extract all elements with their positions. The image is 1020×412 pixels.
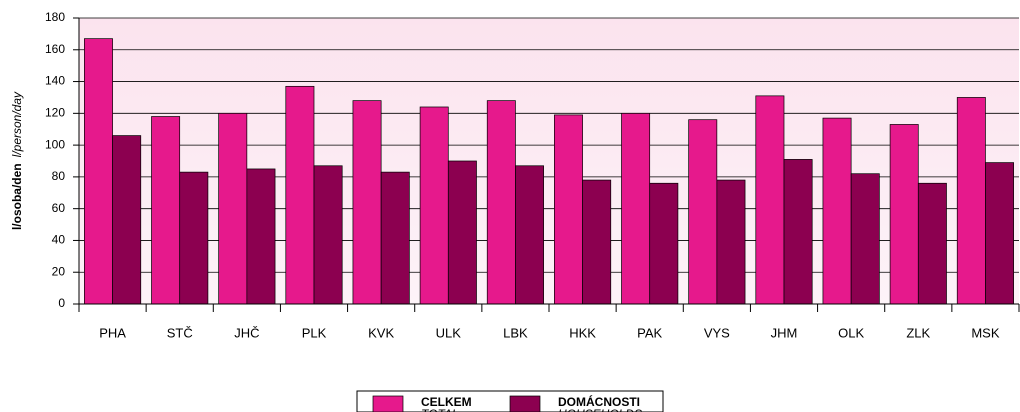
x-tick-label: HKK [569, 325, 596, 340]
y-tick-label: 140 [45, 74, 65, 88]
legend-swatch [509, 395, 541, 412]
x-tick-label: JHČ [234, 325, 259, 340]
bar [515, 165, 544, 305]
y-tick-label: 180 [45, 10, 65, 24]
x-tick-label: JHM [771, 325, 798, 340]
bar [447, 160, 477, 305]
x-tick-label: PLK [302, 325, 327, 340]
bar [985, 162, 1014, 305]
legend-label-en: TOTAL [421, 407, 459, 412]
x-tick-label: VYS [704, 325, 730, 340]
bar [917, 182, 947, 305]
bar [755, 95, 785, 305]
y-label: l/osoba/den [10, 163, 24, 230]
y-tick-label: 100 [45, 137, 65, 151]
bar [419, 106, 449, 305]
y-tick-label: 120 [45, 106, 65, 120]
y-tick-label: 20 [52, 264, 66, 278]
bar [313, 165, 343, 305]
bar [822, 117, 852, 305]
bar [554, 114, 583, 305]
bar [850, 173, 880, 305]
y-tick-label: 60 [52, 201, 66, 215]
bar [151, 116, 181, 305]
bar [179, 171, 209, 305]
y-tick-label: 80 [52, 169, 66, 183]
y-label-en: l/person/day [10, 91, 24, 157]
y-axis-label: l/osoba/den l/person/day [10, 91, 24, 230]
bar [246, 168, 276, 305]
bar [84, 38, 113, 305]
bar [112, 135, 142, 305]
bar [716, 179, 746, 305]
bar [889, 124, 919, 305]
legend-label: CELKEM [421, 395, 472, 409]
legend-swatch [372, 395, 404, 412]
bar [688, 119, 718, 305]
bar [621, 112, 651, 305]
y-tick-label: 160 [45, 42, 65, 56]
x-tick-label: STČ [167, 325, 193, 340]
x-tick-label: ULK [436, 325, 462, 340]
x-tick-label: PHA [99, 325, 126, 340]
y-tick-label: 0 [58, 296, 65, 310]
x-tick-label: LBK [503, 325, 528, 340]
bar [486, 100, 516, 305]
y-tick-label: 40 [52, 233, 66, 247]
bar [380, 171, 410, 305]
bar [285, 85, 315, 305]
legend-label: DOMÁCNOSTI [558, 394, 640, 409]
bar [582, 179, 612, 305]
x-tick-label: PAK [637, 325, 662, 340]
bar [649, 182, 679, 305]
x-tick-label: OLK [838, 325, 864, 340]
bar [352, 100, 382, 305]
legend-label-en: HOUSEHOLDS [558, 407, 642, 412]
bar [783, 159, 813, 305]
x-tick-label: KVK [368, 325, 394, 340]
bar [956, 97, 986, 305]
x-tick-label: MSK [971, 325, 1000, 340]
x-tick-label: ZLK [906, 325, 930, 340]
bar [218, 112, 248, 305]
